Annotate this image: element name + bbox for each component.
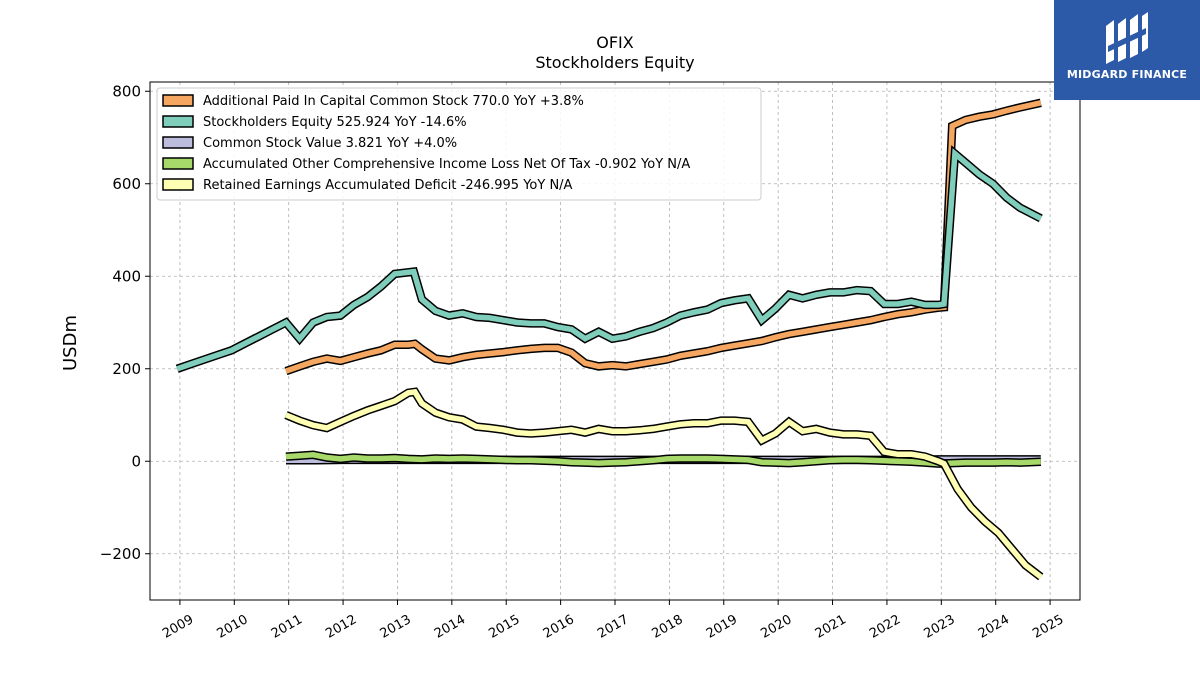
legend-box <box>156 87 762 201</box>
brand-name: MIDGARD FINANCE <box>1066 68 1188 81</box>
x-tick-label: 2010 <box>214 612 250 642</box>
legend-label: Accumulated Other Comprehensive Income L… <box>203 157 690 172</box>
x-tick-label: 2009 <box>160 612 196 642</box>
chart-title: OFIX <box>596 33 634 52</box>
legend-label: Retained Earnings Accumulated Deficit -2… <box>203 178 573 193</box>
x-tick-label: 2024 <box>976 612 1012 642</box>
legend-label: Stockholders Equity 525.924 YoY -14.6% <box>203 115 467 130</box>
legend: Additional Paid In Capital Common Stock … <box>156 87 762 201</box>
legend-swatch <box>162 157 194 170</box>
x-tick-label: 2017 <box>595 612 631 642</box>
legend-swatch <box>162 178 194 191</box>
legend-label: Additional Paid In Capital Common Stock … <box>203 94 584 109</box>
x-tick-label: 2025 <box>1030 612 1066 642</box>
x-tick-label: 2013 <box>378 612 414 642</box>
x-tick-label: 2019 <box>704 612 740 642</box>
y-tick-label: 400 <box>112 267 141 285</box>
x-tick-label: 2012 <box>323 612 359 642</box>
midgard-logo-icon <box>1106 12 1148 64</box>
series-3-line <box>285 452 1041 467</box>
x-tick-label: 2020 <box>758 612 794 642</box>
x-tick-label: 2018 <box>650 612 686 642</box>
legend-swatch <box>162 136 194 149</box>
series-4-outline <box>284 387 1044 581</box>
x-tick-label: 2016 <box>541 612 577 642</box>
x-tick-label: 2021 <box>813 612 849 642</box>
x-tick-label: 2011 <box>269 612 305 642</box>
y-tick-label: 600 <box>112 175 141 193</box>
x-tick-label: 2022 <box>867 612 903 642</box>
y-tick-label: 200 <box>112 360 141 378</box>
legend-label: Common Stock Value 3.821 YoY +4.0% <box>203 136 457 151</box>
legend-swatch <box>162 115 194 128</box>
brand-logo: MIDGARD FINANCE <box>1054 0 1200 100</box>
chart-subtitle: Stockholders Equity <box>535 53 694 72</box>
x-tick-label: 2023 <box>921 612 957 642</box>
y-tick-label: 800 <box>112 82 141 100</box>
x-tick-label: 2014 <box>432 612 468 642</box>
series-0-line <box>285 100 1042 374</box>
series-1-line <box>176 148 1043 372</box>
series-layer <box>175 98 1044 581</box>
y-tick-label: −200 <box>100 545 141 563</box>
y-axis-label: USDm <box>60 315 81 371</box>
x-tick-label: 2015 <box>486 612 522 642</box>
legend-swatch <box>162 94 194 107</box>
y-tick-label: 0 <box>131 452 141 470</box>
series-4-line <box>284 388 1043 580</box>
